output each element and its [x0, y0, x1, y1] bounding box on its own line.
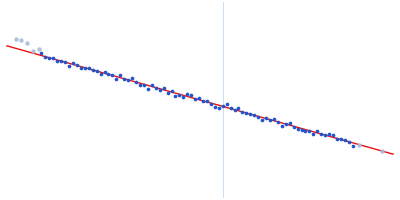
Point	[117, 74, 124, 77]
Point	[50, 57, 56, 60]
Point	[204, 99, 210, 103]
Point	[94, 70, 100, 73]
Point	[46, 56, 52, 59]
Point	[314, 129, 320, 132]
Point	[251, 114, 258, 117]
Point	[200, 100, 206, 103]
Point	[86, 66, 92, 70]
Point	[145, 87, 151, 90]
Point	[247, 112, 254, 115]
Point	[74, 63, 80, 66]
Point	[342, 138, 348, 141]
Point	[70, 61, 76, 64]
Point	[160, 87, 167, 90]
Point	[267, 118, 273, 121]
Point	[231, 109, 238, 112]
Point	[378, 150, 385, 153]
Point	[355, 143, 362, 147]
Point	[286, 121, 293, 124]
Point	[54, 60, 60, 63]
Point	[105, 73, 112, 76]
Point	[168, 90, 175, 93]
Point	[38, 51, 45, 55]
Point	[152, 87, 159, 90]
Point	[164, 92, 171, 95]
Point	[78, 66, 84, 69]
Point	[259, 118, 265, 121]
Point	[113, 77, 120, 80]
Point	[350, 144, 356, 147]
Point	[220, 104, 226, 107]
Point	[172, 95, 179, 98]
Point	[306, 130, 313, 133]
Point	[243, 111, 250, 114]
Point	[188, 93, 194, 96]
Point	[133, 81, 139, 84]
Point	[338, 137, 344, 141]
Point	[109, 73, 116, 77]
Point	[141, 83, 147, 86]
Point	[239, 110, 246, 113]
Point	[149, 83, 155, 86]
Point	[35, 48, 42, 51]
Point	[275, 121, 281, 124]
Point	[24, 42, 30, 45]
Point	[66, 64, 72, 68]
Point	[224, 102, 230, 106]
Point	[228, 107, 234, 110]
Point	[334, 137, 340, 140]
Point	[310, 132, 316, 135]
Point	[90, 69, 96, 72]
Point	[302, 130, 309, 133]
Point	[212, 105, 218, 108]
Point	[216, 106, 222, 110]
Point	[30, 49, 36, 53]
Point	[58, 59, 64, 63]
Point	[176, 94, 182, 97]
Point	[263, 116, 269, 119]
Point	[101, 71, 108, 74]
Point	[121, 77, 128, 80]
Point	[326, 132, 332, 136]
Point	[180, 96, 186, 99]
Point	[156, 88, 163, 91]
Point	[129, 76, 135, 79]
Point	[97, 73, 104, 76]
Point	[290, 125, 297, 128]
Point	[192, 98, 198, 101]
Point	[255, 115, 261, 118]
Point	[294, 127, 301, 130]
Point	[279, 124, 285, 127]
Point	[42, 56, 49, 59]
Point	[62, 61, 68, 64]
Point	[82, 66, 88, 70]
Point	[322, 133, 328, 137]
Point	[330, 133, 336, 137]
Point	[184, 93, 190, 96]
Point	[137, 84, 143, 87]
Point	[12, 37, 19, 41]
Point	[282, 123, 289, 126]
Point	[346, 140, 352, 144]
Point	[318, 133, 324, 136]
Point	[235, 106, 242, 109]
Point	[271, 117, 277, 121]
Point	[196, 97, 202, 100]
Point	[298, 129, 305, 132]
Point	[18, 38, 24, 41]
Point	[125, 79, 131, 82]
Point	[208, 103, 214, 106]
